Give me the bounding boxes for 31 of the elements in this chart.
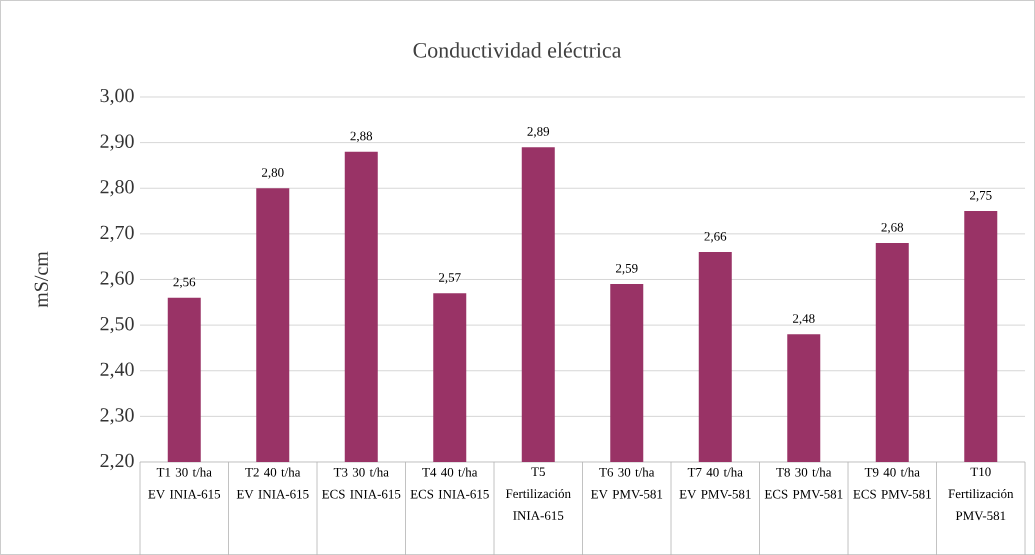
x-tick-label: T3 30 t/ha ECS INIA-615 (322, 467, 401, 499)
y-tick-label: 2,70 (100, 225, 134, 242)
x-tick-label: T4 40 t/ha ECS INIA-615 (410, 467, 489, 499)
x-tick-label: T6 30 t/ha EV PMV-581 (591, 467, 663, 499)
data-label: 2,57 (438, 272, 461, 284)
y-tick-label: 2,60 (100, 271, 134, 288)
y-tick-label: 2,80 (100, 179, 134, 197)
data-label: 2,80 (261, 167, 284, 179)
y-tick-label: 2,90 (100, 134, 134, 151)
x-tick-label: T10 Fertilización PMV-581 (948, 467, 1014, 520)
data-label: 2,75 (970, 190, 992, 202)
x-tick-label: T5 Fertilización INIA-615 (505, 467, 571, 520)
data-label: 2,59 (615, 263, 638, 275)
x-tick-label: T1 30 t/ha EV INIA-615 (148, 467, 221, 499)
data-label: 2,48 (793, 313, 815, 325)
x-tick-label: T8 30 t/ha ECS PMV-581 (764, 467, 843, 499)
chart-title: Conductividad eléctrica (413, 42, 622, 58)
data-label: 2,89 (527, 126, 550, 138)
y-tick-label: 3,00 (100, 88, 134, 105)
y-tick-label: 2,20 (100, 453, 134, 470)
x-tick-label: T7 40 t/ha EV PMV-581 (679, 467, 751, 499)
x-tick-label: T9 40 t/ha ECS PMV-581 (853, 467, 931, 499)
y-tick-label: 2,30 (100, 408, 134, 425)
data-label: 2,66 (704, 231, 727, 243)
x-tick-label: T2 40 t/ha EV INIA-615 (236, 467, 309, 499)
y-tick-label: 2,50 (100, 316, 134, 334)
data-label: 2,68 (881, 222, 904, 234)
y-axis-title: mS/cm (34, 251, 48, 308)
data-label: 2,56 (173, 277, 196, 289)
y-tick-label: 2,40 (100, 362, 134, 379)
data-label: 2,88 (350, 131, 373, 143)
